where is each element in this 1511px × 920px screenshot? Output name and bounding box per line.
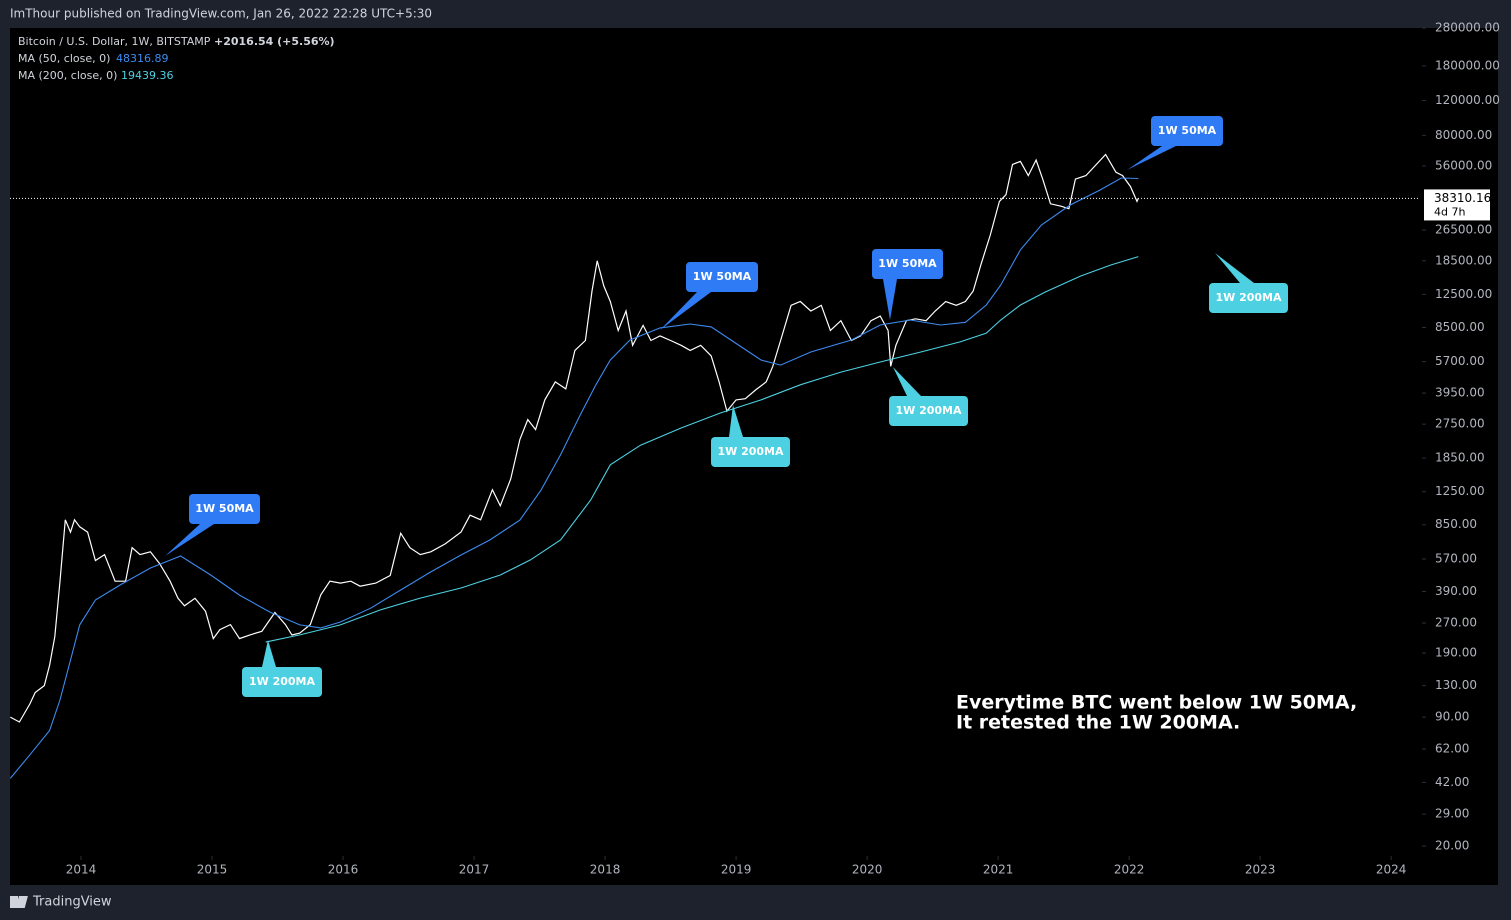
y-tick-label: 80000.00 — [1435, 128, 1492, 142]
callout-pointer — [1127, 146, 1176, 170]
callout-pointer — [893, 367, 921, 396]
legend-ma200-value: 19439.36 — [121, 69, 174, 82]
callout-label: 1W 200MA — [717, 445, 784, 458]
countdown: 4d 7h — [1434, 205, 1465, 218]
x-tick-label: 2014 — [66, 863, 97, 877]
callout-label: 1W 50MA — [878, 257, 937, 270]
x-tick-label: 2023 — [1245, 863, 1276, 877]
series-line — [9, 177, 1139, 779]
callout-label: 1W 200MA — [895, 404, 962, 417]
y-tick-label: 1850.00 — [1435, 451, 1485, 465]
y-tick-label: 20.00 — [1435, 839, 1469, 853]
y-tick-label: 90.00 — [1435, 710, 1469, 724]
callout-label: 1W 200MA — [249, 675, 316, 688]
callout-box — [1151, 116, 1223, 146]
y-tick-label: 42.00 — [1435, 775, 1469, 789]
callout-box — [189, 494, 260, 524]
callout-label: 1W 50MA — [693, 270, 752, 283]
legend-ma50: MA (50, close, 0) — [18, 52, 110, 65]
x-tick-label: 2021 — [983, 863, 1014, 877]
callout-label: 1W 50MA — [195, 502, 254, 515]
brand: TradingView — [32, 895, 112, 910]
callout-pointer — [660, 292, 711, 330]
x-tick-label: 2018 — [590, 863, 621, 877]
y-tick-label: 850.00 — [1435, 517, 1477, 531]
y-tick-label: 18500.00 — [1435, 253, 1492, 267]
legend-ma50-value: 48316.89 — [116, 52, 169, 65]
callout: 1W 50MA — [1127, 116, 1223, 170]
y-tick-label: 120000.00 — [1435, 93, 1500, 107]
y-tick-label: 26500.00 — [1435, 223, 1492, 237]
x-tick-label: 2019 — [721, 863, 752, 877]
series-line — [10, 153, 1139, 723]
x-tick-label: 2020 — [852, 863, 883, 877]
callout-box — [872, 249, 943, 279]
y-tick-label: 12500.00 — [1435, 287, 1492, 301]
y-tick-label: 5700.00 — [1435, 354, 1485, 368]
change: +2016.54 (+5.56%) — [214, 35, 335, 48]
callout-pointer — [165, 524, 214, 556]
y-tick-label: 29.00 — [1435, 807, 1469, 821]
callout-box — [242, 667, 322, 697]
callout: 1W 50MA — [872, 249, 943, 320]
callout-label: 1W 200MA — [1215, 291, 1282, 304]
y-tick-label: 1250.00 — [1435, 484, 1485, 498]
y-tick-label: 570.00 — [1435, 551, 1477, 565]
callout: 1W 200MA — [1209, 253, 1288, 313]
callout-box — [1209, 283, 1288, 313]
note-line: Everytime BTC went below 1W 50MA, — [956, 692, 1357, 714]
callout-pointer — [262, 640, 276, 667]
symbol: Bitcoin / U.S. Dollar, 1W, BITSTAMP — [18, 35, 211, 48]
x-tick-label: 2016 — [328, 863, 359, 877]
callout-pointer — [883, 279, 897, 320]
y-tick-label: 62.00 — [1435, 742, 1469, 756]
last-price-box — [1424, 189, 1490, 221]
x-tick-label: 2022 — [1114, 863, 1145, 877]
y-tick-label: 8500.00 — [1435, 320, 1485, 334]
callout: 1W 200MA — [242, 640, 322, 697]
callout-pointer — [729, 405, 743, 437]
legend-ma200: MA (200, close, 0) — [18, 69, 117, 82]
series-line — [265, 256, 1139, 643]
last-price-label: 38310.16 — [1434, 191, 1491, 205]
x-tick-label: 2024 — [1376, 863, 1407, 877]
tv-logo — [10, 896, 28, 908]
y-tick-label: 3950.00 — [1435, 386, 1485, 400]
callout-label: 1W 50MA — [1158, 124, 1217, 137]
y-tick-label: 390.00 — [1435, 584, 1477, 598]
y-tick-label: 270.00 — [1435, 615, 1477, 629]
callout: 1W 200MA — [889, 367, 968, 426]
callout-pointer — [1215, 253, 1254, 283]
callout: 1W 200MA — [711, 405, 790, 467]
callout-box — [889, 396, 968, 426]
x-tick-label: 2015 — [197, 863, 228, 877]
published: ImThour published on TradingView.com, Ja… — [10, 7, 432, 21]
callout-box — [711, 437, 790, 467]
note-line: It retested the 1W 200MA. — [956, 712, 1240, 734]
callout: 1W 50MA — [165, 494, 260, 556]
y-tick-label: 190.00 — [1435, 646, 1477, 660]
y-tick-label: 280000.00 — [1435, 21, 1500, 35]
callout-box — [686, 262, 758, 292]
y-tick-label: 180000.00 — [1435, 58, 1500, 72]
y-tick-label: 130.00 — [1435, 678, 1477, 692]
x-tick-label: 2017 — [459, 863, 490, 877]
y-tick-label: 56000.00 — [1435, 158, 1492, 172]
y-tick-label: 2750.00 — [1435, 417, 1485, 431]
callout: 1W 50MA — [660, 262, 758, 330]
